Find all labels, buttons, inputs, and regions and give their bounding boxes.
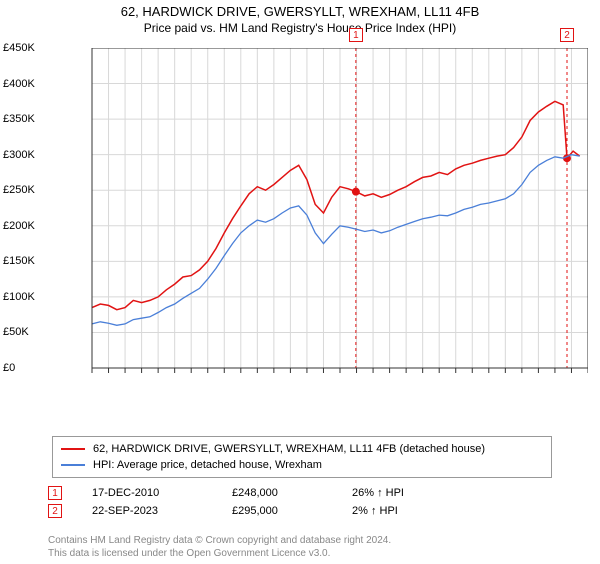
y-axis-label: £150K — [3, 255, 35, 267]
y-axis-label: £200K — [3, 220, 35, 232]
y-axis-label: £50K — [3, 326, 29, 338]
y-axis-label: £450K — [3, 42, 35, 54]
legend-swatch-hpi — [61, 464, 85, 466]
sale-price: £295,000 — [232, 505, 322, 517]
sale-date: 22-SEP-2023 — [92, 505, 202, 517]
legend-item-hpi: HPI: Average price, detached house, Wrex… — [61, 457, 543, 473]
page-subtitle: Price paid vs. HM Land Registry's House … — [0, 21, 600, 35]
sale-delta: 26% ↑ HPI — [352, 487, 404, 499]
sale-marker-badge: 2 — [560, 28, 574, 42]
sale-row: 2 22-SEP-2023 £295,000 2% ↑ HPI — [48, 504, 568, 518]
footer-line1: Contains HM Land Registry data © Crown c… — [48, 534, 391, 547]
y-axis-label: £400K — [3, 78, 35, 90]
y-axis-label: £250K — [3, 184, 35, 196]
sale-delta: 2% ↑ HPI — [352, 505, 398, 517]
sale-badge: 2 — [48, 504, 62, 518]
sale-marker-badge: 1 — [349, 28, 363, 42]
legend-swatch-property — [61, 448, 85, 450]
y-axis-label: £300K — [3, 149, 35, 161]
y-axis-label: £350K — [3, 113, 35, 125]
sale-row: 1 17-DEC-2010 £248,000 26% ↑ HPI — [48, 486, 568, 500]
sale-price: £248,000 — [232, 487, 322, 499]
sales-list: 1 17-DEC-2010 £248,000 26% ↑ HPI 2 22-SEP-202… — [48, 482, 568, 522]
sale-badge: 1 — [48, 486, 62, 500]
legend-label-hpi: HPI: Average price, detached house, Wrex… — [93, 457, 322, 473]
chart-canvas: 1995199619971998199920002001200220032004… — [48, 48, 588, 378]
price-chart: 1995199619971998199920002001200220032004… — [48, 48, 588, 378]
y-axis-label: £100K — [3, 291, 35, 303]
legend-item-property: 62, HARDWICK DRIVE, GWERSYLLT, WREXHAM, … — [61, 441, 543, 457]
chart-legend: 62, HARDWICK DRIVE, GWERSYLLT, WREXHAM, … — [52, 436, 552, 478]
page-title: 62, HARDWICK DRIVE, GWERSYLLT, WREXHAM, … — [0, 4, 600, 19]
footer-line2: This data is licensed under the Open Gov… — [48, 547, 391, 560]
sale-date: 17-DEC-2010 — [92, 487, 202, 499]
legend-label-property: 62, HARDWICK DRIVE, GWERSYLLT, WREXHAM, … — [93, 441, 485, 457]
y-axis-label: £0 — [3, 362, 15, 374]
footer-attribution: Contains HM Land Registry data © Crown c… — [48, 534, 391, 560]
